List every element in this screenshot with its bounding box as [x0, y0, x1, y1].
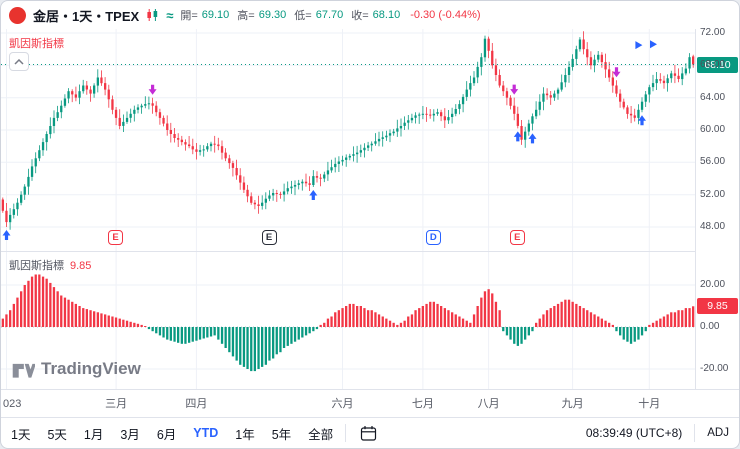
open-label: 開= — [180, 10, 198, 22]
svg-text:九月: 九月 — [562, 397, 584, 410]
indicator-pane[interactable]: 凱因斯指標 9.85 TradingView — [1, 252, 695, 389]
last-price-badge: 68.10 — [697, 56, 738, 73]
low-value: 67.70 — [315, 9, 344, 21]
indicator-tick: -20.00 — [700, 363, 729, 374]
svg-text:八月: 八月 — [478, 398, 500, 410]
indicator-tick: 0.00 — [700, 321, 720, 332]
event-marker-D[interactable]: D — [425, 230, 441, 245]
open-value: 69.10 — [201, 9, 230, 21]
svg-text:三月: 三月 — [105, 398, 127, 410]
event-marker-E[interactable]: E — [261, 230, 277, 245]
event-marker-E[interactable]: E — [108, 230, 124, 245]
range-button-1年[interactable]: 1年 — [235, 427, 255, 442]
range-selector: 1天 5天 1月 3月 6月 YTD 1年 5年 全部 — [11, 424, 333, 443]
price-axis[interactable]: 68.10 9.85 72.00 68.00 64.00 60.00 56.00 52.0… — [695, 27, 739, 389]
toolbar-divider — [694, 424, 696, 442]
price-chart-canvas[interactable] — [1, 29, 695, 251]
close-value: 68.10 — [372, 9, 401, 21]
low-label: 低= — [294, 10, 312, 22]
price-tick: 52.00 — [700, 188, 726, 200]
range-button-YTD[interactable]: YTD — [193, 426, 219, 440]
price-pane[interactable]: 凱因斯指標 E E D E — [1, 29, 695, 251]
symbol-logo — [9, 6, 26, 24]
range-button-5年[interactable]: 5年 — [271, 427, 292, 442]
price-tick: 48.00 — [700, 220, 726, 232]
symbol-title[interactable]: 金居・1天・TPEX — [33, 8, 140, 24]
time-axis-canvas[interactable]: 023 三月 四月 六月 七月 八月 九月 十月 — [1, 390, 695, 417]
svg-text:十月: 十月 — [638, 396, 660, 410]
svg-text:023: 023 — [3, 398, 21, 410]
price-tick: 56.00 — [700, 156, 726, 168]
svg-text:七月: 七月 — [412, 397, 434, 410]
event-marker-E[interactable]: E — [509, 230, 525, 245]
time-axis[interactable]: 023 三月 四月 六月 七月 八月 九月 十月 — [1, 389, 739, 417]
change-value: -0.30 (-0.44%) — [410, 9, 481, 21]
close-label: 收= — [351, 10, 369, 22]
pane-resize-handle[interactable] — [1, 251, 695, 252]
svg-text:六月: 六月 — [332, 397, 354, 410]
main-indicator-label[interactable]: 凱因斯指標 — [9, 38, 64, 50]
collapse-pane-button[interactable] — [9, 52, 29, 71]
range-button-3月[interactable]: 3月 — [120, 427, 140, 442]
chevron-up-icon — [14, 58, 24, 65]
indicator-label[interactable]: 凱因斯指標 9.85 — [9, 257, 91, 273]
clock[interactable]: 08:39:49 (UTC+8) — [585, 426, 683, 440]
bottom-toolbar: 1天 5天 1月 3月 6月 YTD 1年 5年 全部 08:39:49 (UTC+8) ADJ — [1, 417, 739, 448]
price-tick: 60.00 — [700, 123, 726, 135]
range-button-6月[interactable]: 6月 — [156, 427, 177, 442]
chart-header: 金居・1天・TPEX ≈ 開= 69.10 高= 69.30 低= 67.70 收= 6… — [1, 1, 739, 29]
high-value: 69.30 — [258, 9, 287, 21]
range-button-1天[interactable]: 1天 — [11, 427, 31, 442]
calendar-icon — [361, 425, 377, 441]
price-tick: 68.00 — [700, 59, 726, 71]
indicator-value: 9.85 — [70, 260, 92, 272]
indicator-canvas[interactable] — [1, 252, 695, 389]
ohlc-readout: 開= 69.10 高= 69.30 低= 67.70 收= 68.10 -0.30 (-… — [180, 7, 480, 23]
range-button-全部[interactable]: 全部 — [308, 427, 334, 442]
go-to-date-button[interactable] — [358, 423, 379, 444]
indicator-value-badge: 9.85 — [697, 298, 738, 315]
approx-icon: ≈ — [166, 7, 174, 23]
indicator-tick: 20.00 — [700, 279, 726, 290]
price-tick: 64.00 — [700, 91, 726, 103]
candles-icon — [147, 9, 158, 21]
range-button-1月[interactable]: 1月 — [83, 427, 104, 442]
svg-text:四月: 四月 — [185, 398, 207, 410]
adjust-toggle[interactable]: ADJ — [707, 427, 729, 439]
toolbar-divider — [345, 424, 347, 442]
indicator-name: 凱因斯指標 — [9, 260, 64, 272]
high-label: 高= — [237, 10, 255, 22]
range-button-5天[interactable]: 5天 — [47, 427, 67, 442]
price-tick: 72.00 — [700, 27, 726, 38]
